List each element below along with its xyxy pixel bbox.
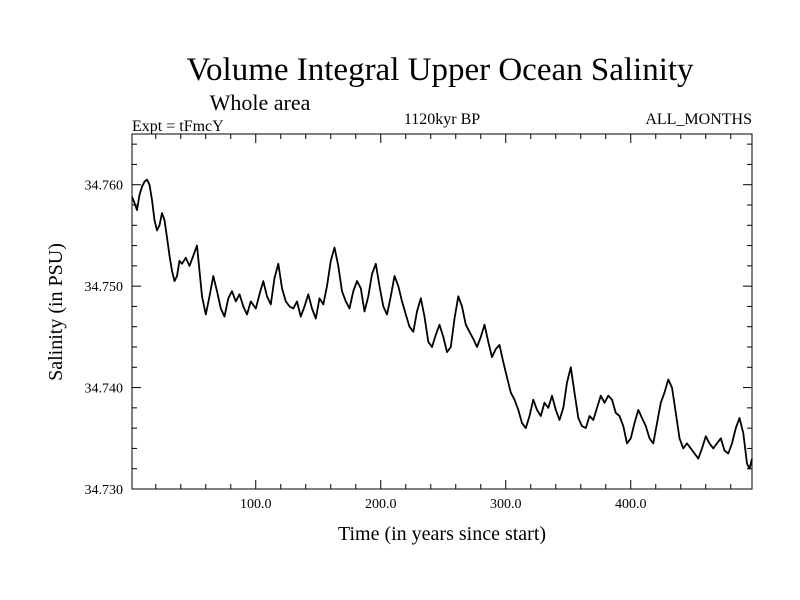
x-tick-label: 300.0 xyxy=(490,497,522,512)
x-tick-label: 100.0 xyxy=(240,497,272,512)
series-line-salinity xyxy=(131,178,753,470)
experiment-label: Expt = tFmcY xyxy=(132,118,224,135)
period-label: 1120kyr BP xyxy=(404,111,480,128)
x-tick-label: 400.0 xyxy=(615,497,647,512)
chart-title: Volume Integral Upper Ocean Salinity xyxy=(186,52,694,88)
x-axis-tick-labels: 100.0 200.0 300.0 400.0 xyxy=(240,497,647,512)
x-axis-label: Time (in years since start) xyxy=(338,523,546,545)
y-tick-label: 34.750 xyxy=(85,280,124,295)
chart-subtitle: Whole area xyxy=(210,90,311,115)
y-tick-label: 34.730 xyxy=(85,483,124,498)
x-axis-ticks xyxy=(155,134,732,489)
plot-frame xyxy=(131,133,753,490)
y-tick-label: 34.740 xyxy=(85,382,124,397)
y-axis-ticks xyxy=(132,143,752,490)
y-axis-tick-labels: 34.730 34.740 34.750 34.760 xyxy=(85,179,124,498)
x-tick-label: 200.0 xyxy=(365,497,397,512)
y-axis-label: Salinity (in PSU) xyxy=(45,243,67,381)
y-tick-label: 34.760 xyxy=(85,179,124,194)
months-label: ALL_MONTHS xyxy=(645,111,752,128)
